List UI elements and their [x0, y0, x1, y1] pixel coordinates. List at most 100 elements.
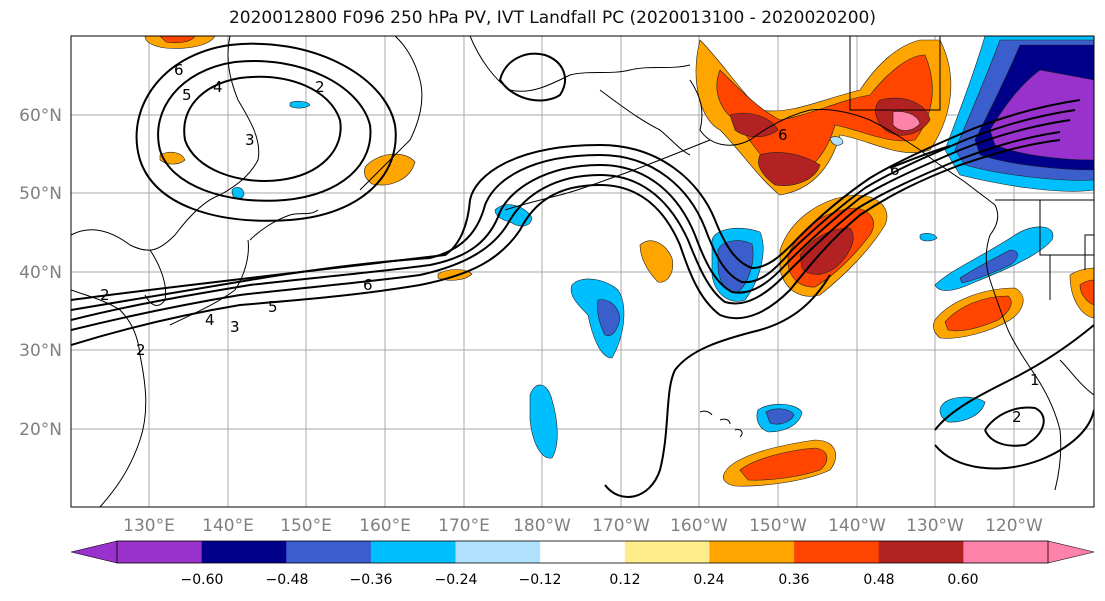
contour-label: 1: [1030, 371, 1040, 389]
pv-contour-tropical: [604, 274, 831, 498]
colorbar-right-arrow: [1047, 540, 1095, 564]
colorbar-segment: [540, 541, 626, 563]
colorbar-segment: [624, 541, 710, 563]
coast-siberia: [469, 36, 691, 92]
lon-label: 160°W: [670, 516, 728, 536]
contour-label-group: 6 5 4 3 2 6 5 4 3 2 1 2 2 6 6: [100, 61, 1040, 426]
contour-label: 4: [205, 311, 215, 329]
lat-label: 20°N: [19, 420, 62, 440]
pos-region-east-edge-inner: [1079, 279, 1094, 306]
colorbar-segment: [201, 541, 287, 563]
colorbar-tick-label: −0.48: [266, 572, 309, 588]
contour-label: 2: [1012, 408, 1022, 426]
longitude-labels: 130°E 140°E 150°E 160°E 170°E 180°W 170°…: [123, 516, 1043, 536]
coast-bc: [985, 204, 1036, 376]
neg-blob-gulf-inner: [717, 240, 754, 293]
colorbar-segment: [455, 541, 541, 563]
latitude-labels: 60°N 50°N 40°N 30°N 20°N: [19, 106, 62, 440]
coast-japan: [169, 209, 319, 326]
pv-contour-4-west: [71, 119, 1071, 321]
coast-aleutians: [504, 139, 711, 211]
lon-label: 150°E: [280, 516, 332, 536]
lon-label: 140°E: [202, 516, 254, 536]
colorbar-outline: [116, 540, 1049, 564]
colorbar-left-arrow: [70, 540, 118, 564]
neg-blob-small-4: [829, 136, 844, 146]
colorbar-segment: [709, 541, 795, 563]
pos-region-alaska-core3: [729, 112, 779, 138]
lon-label: 150°W: [749, 516, 807, 536]
colorbar-tick-label: −0.12: [519, 572, 562, 588]
neg-blob-hawaii-inner: [765, 408, 795, 425]
colorbar-segment: [286, 541, 372, 563]
colorbar-tick-label: 0.36: [778, 572, 809, 588]
contour-label: 6: [174, 61, 184, 79]
neg-blob-small-3: [919, 233, 938, 242]
lat-label: 40°N: [19, 263, 62, 283]
pos-blob-japan: [159, 151, 186, 165]
lon-label: 180°W: [513, 516, 571, 536]
pv-contour-6-ne: [889, 145, 951, 169]
colorbar-segment: [117, 541, 203, 563]
colorbar-tick-label: 0.48: [863, 572, 894, 588]
coast-canada-north: [849, 36, 941, 111]
pos-region-alaska-core: [758, 152, 821, 186]
pos-region-alaska-peak: [892, 111, 921, 131]
pos-region-calif-inner: [944, 295, 1012, 332]
neg-blob-subtropic-east: [939, 396, 986, 423]
pv-contour-asia-low3: [135, 42, 397, 222]
contour-label: 2: [315, 78, 325, 96]
pv-contour-6-west: [71, 99, 1081, 301]
contour-label: 6: [363, 276, 373, 294]
lon-label: 130°E: [123, 516, 175, 536]
colorbar-segment: [370, 541, 457, 563]
contour-label: 3: [230, 318, 240, 336]
colorbar-segment: [963, 541, 1049, 563]
colorbar-segment: [878, 541, 964, 563]
lon-label: 160°E: [359, 516, 411, 536]
coast-alaska: [689, 79, 996, 206]
contour-label: 2: [100, 286, 110, 304]
contour-label: 2: [136, 341, 146, 359]
coast-baja: [1034, 359, 1094, 491]
lon-label: 130°W: [906, 516, 964, 536]
colorbar-tick-label: −0.60: [181, 572, 224, 588]
coast-kamchatka: [359, 36, 423, 191]
contour-label: 5: [182, 86, 192, 104]
neg-blob-small-1: [289, 100, 311, 109]
contour-label: 6: [890, 161, 900, 179]
pv-contour-asia-low2: [157, 60, 372, 202]
neg-blob-central: [570, 278, 625, 359]
contour-label: 5: [268, 298, 278, 316]
coast-chukotka: [599, 89, 691, 156]
pos-blob-central: [639, 240, 673, 283]
pv-contour-bering-loop: [498, 52, 566, 102]
lon-label: 170°W: [592, 516, 650, 536]
lon-label: 140°W: [828, 516, 886, 536]
neg-blob-subtropic: [529, 384, 558, 459]
lon-label: 120°W: [985, 516, 1043, 536]
contour-label: 4: [213, 78, 223, 96]
neg-blob-small-2: [231, 186, 245, 200]
colorbar: −0.60 −0.48 −0.36 −0.24 −0.12 0.12 0.24 …: [70, 540, 1095, 588]
colorbar-tick-label: −0.36: [350, 572, 393, 588]
map-frame: [70, 35, 1095, 508]
contour-label: 6: [778, 126, 788, 144]
pv-contours: [71, 42, 1094, 498]
colorbar-tick-label: −0.24: [435, 572, 478, 588]
contour-label: 3: [245, 131, 255, 149]
colorbar-tick-label: 0.60: [947, 572, 978, 588]
pv-contour-asia-low: [183, 75, 342, 182]
pv-contour-2-west: [71, 139, 1061, 346]
lat-label: 30°N: [19, 341, 62, 361]
pos-region-alaska-inner: [716, 54, 933, 179]
colorbar-tick-label: 0.12: [609, 572, 640, 588]
map-title: 2020012800 F096 250 hPa PV, IVT Landfall…: [228, 8, 876, 28]
pos-blob-kuril: [363, 153, 416, 186]
border-us-canada: [995, 199, 1094, 300]
colorbar-segment: [794, 541, 880, 563]
coast-hawaii: [699, 410, 743, 438]
lat-label: 60°N: [19, 106, 62, 126]
lon-label: 170°E: [438, 516, 490, 536]
